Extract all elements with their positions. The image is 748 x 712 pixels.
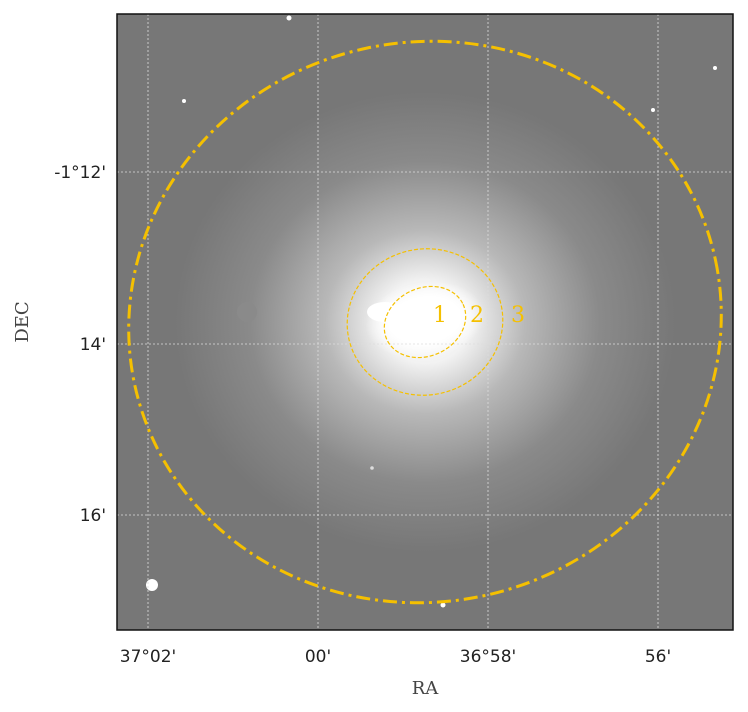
y-tick-label: 16' <box>80 506 106 526</box>
region-2 <box>383 285 467 359</box>
frame <box>116 13 734 631</box>
galaxy-core <box>365 281 485 359</box>
region-label: 2 <box>470 303 484 328</box>
y-tick-label: -1°12' <box>54 163 106 183</box>
star <box>237 302 257 322</box>
star <box>182 99 186 103</box>
y-axis-label: DEC <box>12 301 33 342</box>
companion <box>367 302 403 322</box>
y-tick-label: 14' <box>80 335 106 355</box>
grid <box>117 14 733 630</box>
x-tick-label: 56' <box>645 647 671 667</box>
x-axis-label: RA <box>412 678 440 699</box>
region-outer <box>127 39 723 605</box>
x-tick-label: 37°02' <box>120 647 176 667</box>
star <box>651 108 655 112</box>
region-label: 1 <box>433 303 447 328</box>
x-tick-label: 36°58' <box>460 647 516 667</box>
star <box>146 579 158 591</box>
star <box>370 466 374 470</box>
image <box>117 14 733 630</box>
star <box>286 15 292 21</box>
star <box>440 602 446 608</box>
star <box>713 66 717 70</box>
region-3 <box>346 248 504 396</box>
x-tick-label: 00' <box>305 647 331 667</box>
region-label: 3 <box>511 303 525 328</box>
